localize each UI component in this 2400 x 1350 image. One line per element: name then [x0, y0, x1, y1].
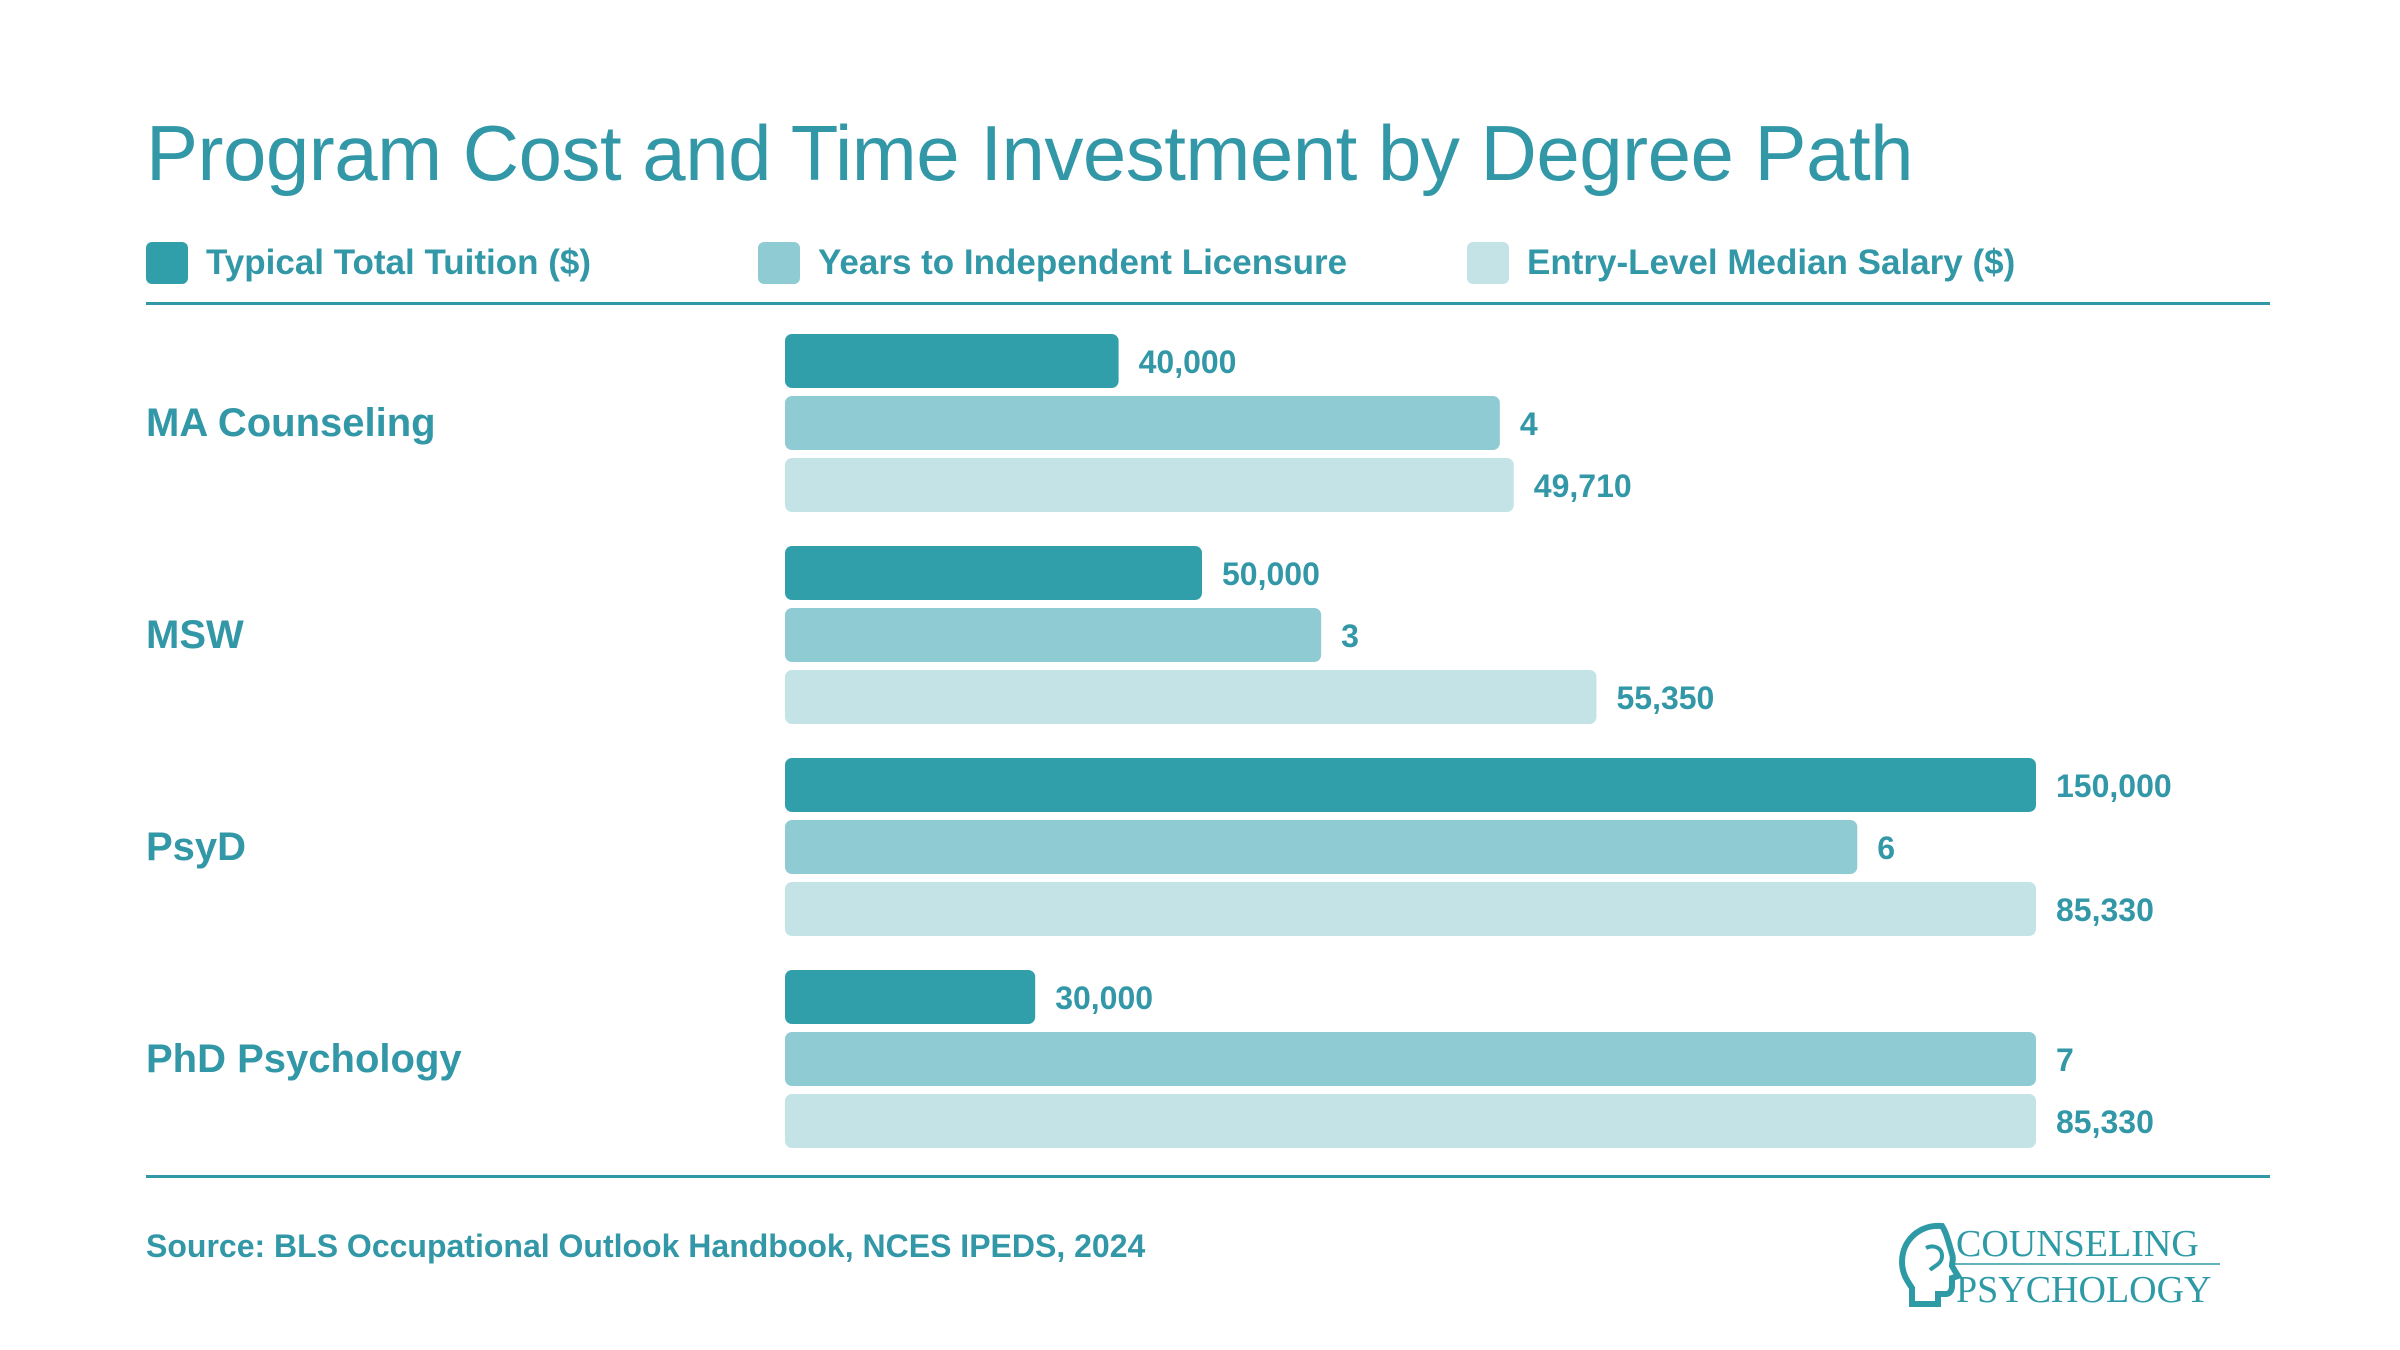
bar-ma-counseling-salary: [785, 458, 1514, 512]
legend-swatch-salary: [1467, 242, 1509, 284]
bar-ma-counseling-years: [785, 396, 1500, 450]
bar-msw-tuition: [785, 546, 1202, 600]
head-profile-icon: [1898, 1222, 1963, 1307]
legend-item-tuition: Typical Total Tuition ($): [146, 240, 591, 286]
logo-line1: COUNSELING: [1956, 1223, 2199, 1265]
value-label-phd-psychology-years: 7: [2056, 1042, 2074, 1078]
legend-label-tuition: Typical Total Tuition ($): [206, 243, 591, 282]
value-label-psyd-tuition: 150,000: [2056, 768, 2172, 804]
legend-item-salary: Entry-Level Median Salary ($): [1467, 240, 2015, 286]
chart-title: Program Cost and Time Investment by Degr…: [146, 109, 1914, 197]
value-label-ma-counseling-tuition: 40,000: [1139, 344, 1237, 380]
bar-psyd-salary: [785, 882, 2036, 936]
legend: Typical Total Tuition ($) Years to Indep…: [0, 240, 2400, 286]
legend-swatch-tuition: [146, 242, 188, 284]
category-label-msw: MSW: [146, 613, 244, 657]
value-label-psyd-years: 6: [1877, 830, 1895, 866]
logo-line2: PSYCHOLOGY: [1956, 1269, 2211, 1308]
footer-divider: [146, 1175, 2270, 1178]
category-label-phd-psychology: PhD Psychology: [146, 1037, 462, 1081]
source-note: Source: BLS Occupational Outlook Handboo…: [146, 1228, 1146, 1264]
header-divider: [146, 302, 2270, 305]
bar-ma-counseling-tuition: [785, 334, 1119, 388]
value-label-ma-counseling-years: 4: [1520, 406, 1538, 442]
bar-psyd-tuition: [785, 758, 2036, 812]
value-label-msw-tuition: 50,000: [1222, 556, 1320, 592]
value-label-psyd-salary: 85,330: [2056, 892, 2154, 928]
legend-swatch-years: [758, 242, 800, 284]
legend-label-salary: Entry-Level Median Salary ($): [1527, 243, 2016, 282]
value-label-phd-psychology-salary: 85,330: [2056, 1104, 2154, 1140]
value-label-ma-counseling-salary: 49,710: [1534, 468, 1632, 504]
bar-phd-psychology-years: [785, 1032, 2036, 1086]
bar-phd-psychology-salary: [785, 1094, 2036, 1148]
value-label-msw-salary: 55,350: [1616, 680, 1714, 716]
value-label-phd-psychology-tuition: 30,000: [1055, 980, 1153, 1016]
legend-label-years: Years to Independent Licensure: [818, 243, 1348, 282]
category-label-psyd: PsyD: [146, 825, 246, 869]
bar-psyd-years: [785, 820, 1858, 874]
bar-msw-salary: [785, 670, 1597, 724]
bar-msw-years: [785, 608, 1322, 662]
category-label-ma-counseling: MA Counseling: [146, 401, 436, 445]
legend-item-years: Years to Independent Licensure: [758, 240, 1347, 286]
bar-phd-psychology-tuition: [785, 970, 1036, 1024]
counseling-psychology-logo: COUNSELING PSYCHOLOGY: [1898, 1222, 2220, 1308]
value-label-msw-years: 3: [1341, 618, 1359, 654]
